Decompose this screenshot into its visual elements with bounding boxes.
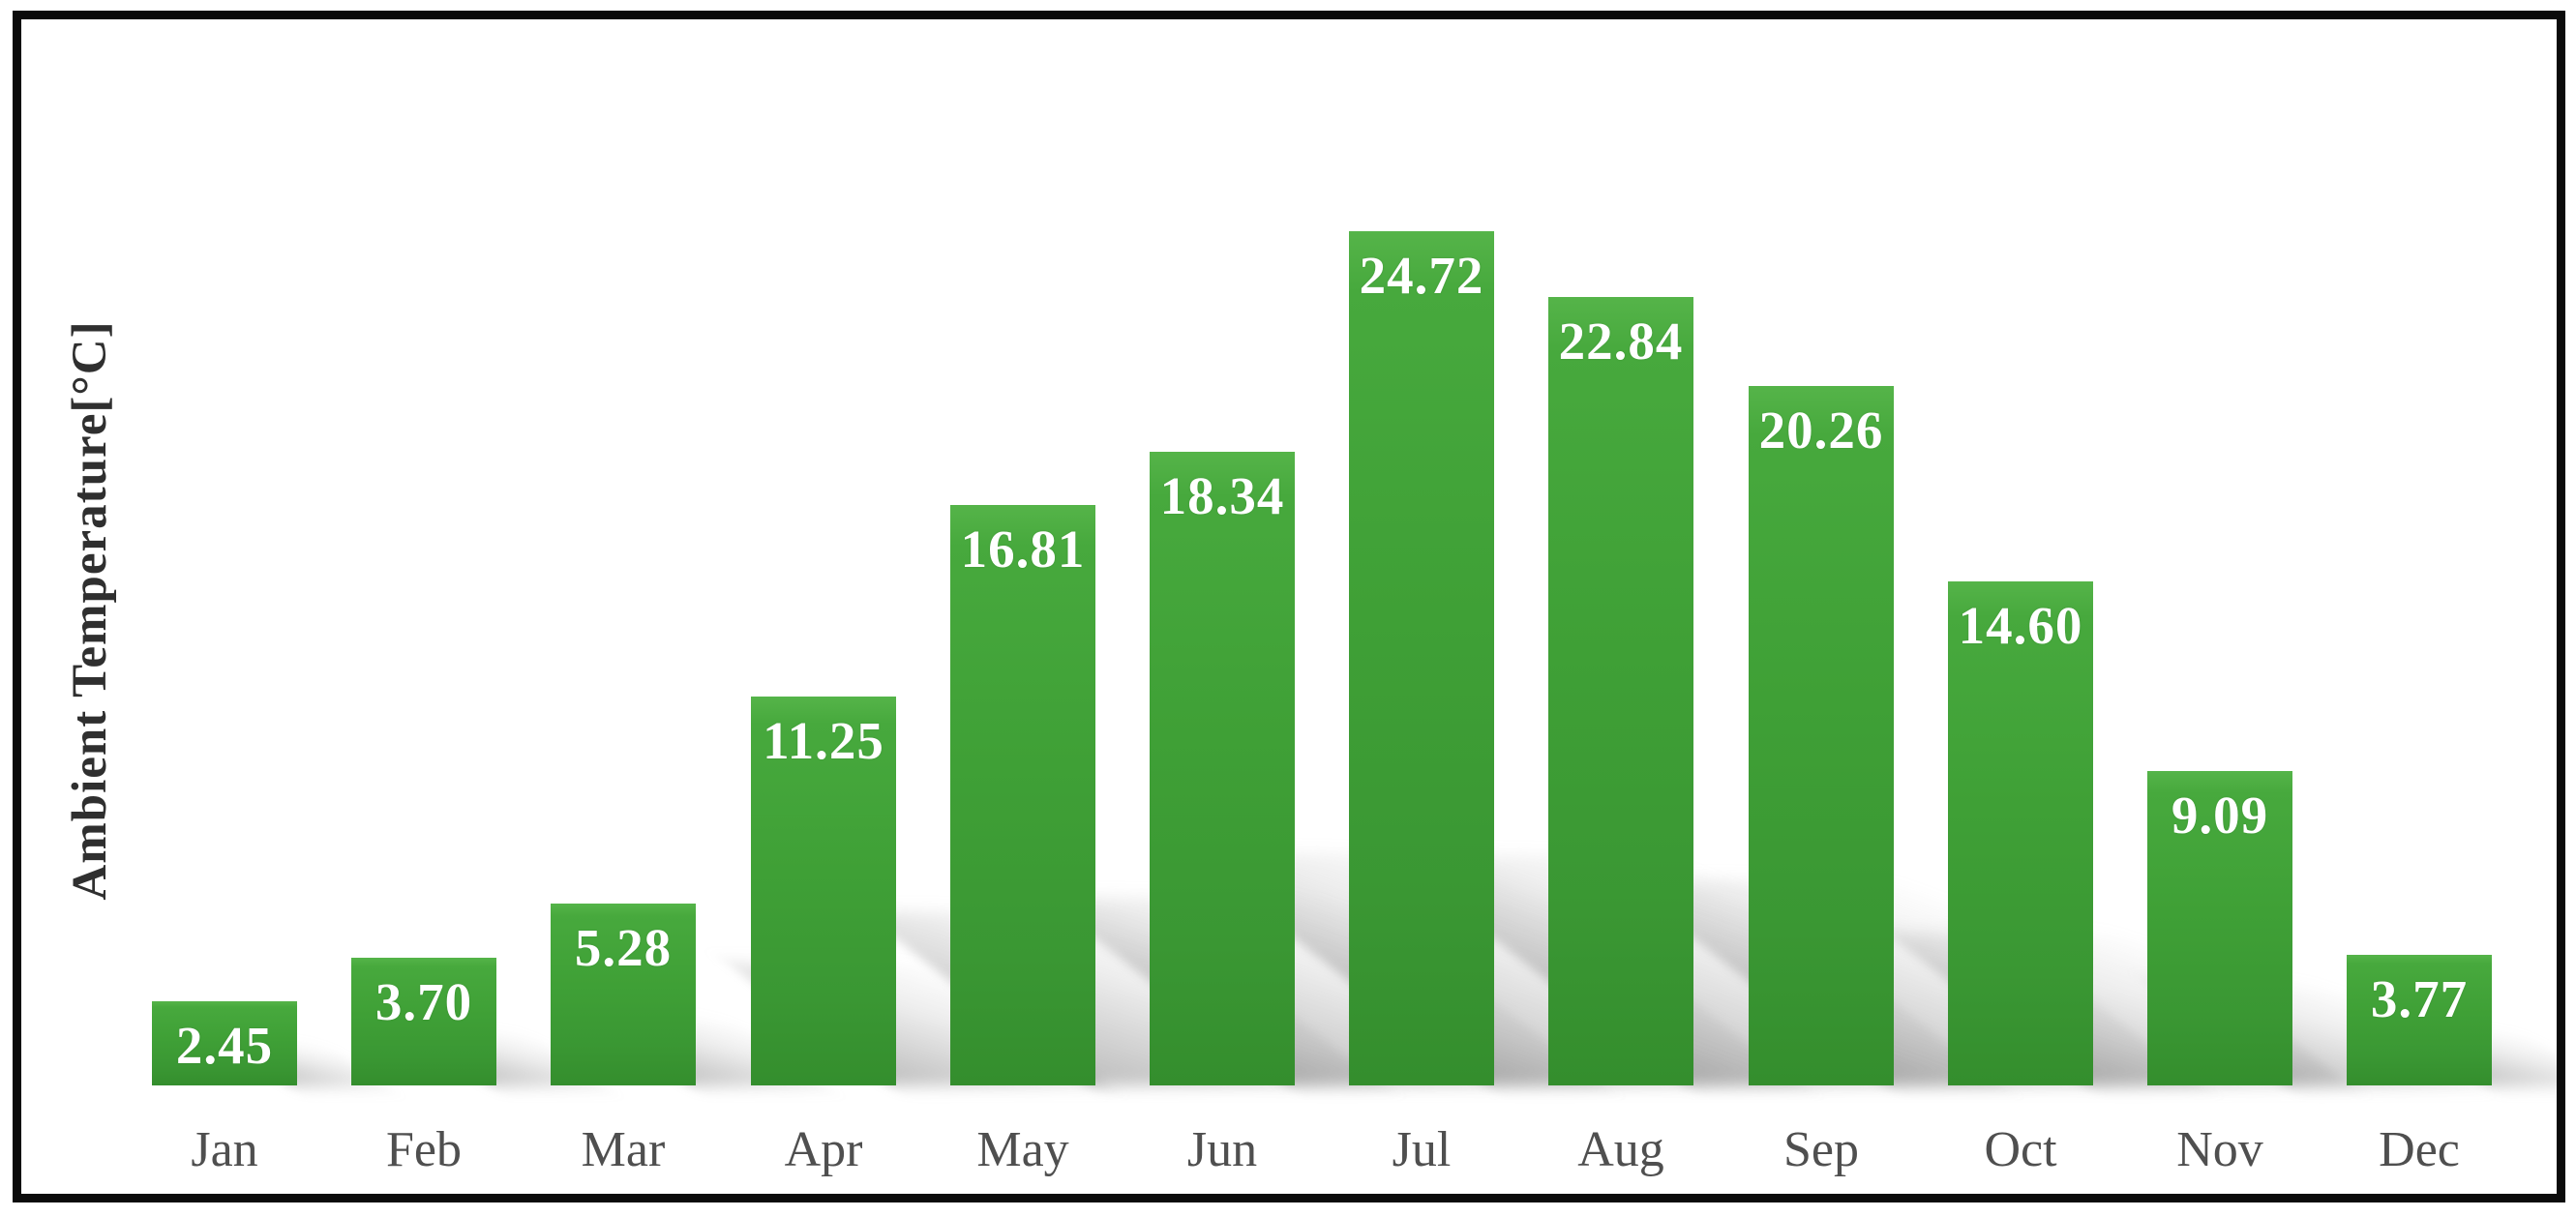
x-tick-label: Feb [386, 1122, 462, 1177]
bar-value-label: 5.28 [574, 918, 673, 977]
bar: 2.45 [152, 1001, 297, 1085]
bar: 9.09 [2147, 771, 2292, 1085]
x-tick-label: Sep [1783, 1122, 1859, 1177]
x-tick-label: Jun [1186, 1122, 1258, 1177]
bar: 3.77 [2347, 955, 2492, 1085]
bar-value-label: 2.45 [175, 1016, 274, 1075]
bar: 11.25 [751, 697, 896, 1085]
bar: 20.26 [1749, 386, 1894, 1085]
bar: 16.81 [950, 505, 1095, 1085]
bar: 22.84 [1548, 297, 1693, 1085]
bar-value-label: 9.09 [2171, 786, 2269, 845]
x-tick-label: Oct [1984, 1122, 2057, 1177]
bar-value-label: 3.70 [374, 972, 473, 1031]
bar: 24.72 [1349, 231, 1494, 1085]
bar: 18.34 [1150, 452, 1295, 1085]
x-tick-label: Nov [2176, 1122, 2263, 1177]
bar: 3.70 [351, 958, 496, 1085]
bar-value-label: 14.60 [1958, 596, 2083, 655]
bar-value-label: 24.72 [1359, 246, 1484, 305]
x-tick-label: Apr [784, 1122, 863, 1177]
bar-value-label: 16.81 [960, 519, 1086, 579]
bar: 14.60 [1948, 581, 2093, 1085]
bar-value-label: 11.25 [763, 711, 884, 770]
x-tick-label: May [976, 1122, 1069, 1177]
plot-area: Ambient Temperature[°C] 2.45 Jan 3.70 Feb 5.… [21, 19, 2557, 1194]
x-tick-label: Mar [581, 1122, 666, 1177]
x-tick-label: Jul [1392, 1122, 1452, 1177]
x-tick-label: Aug [1577, 1122, 1664, 1177]
y-axis-label: Ambient Temperature[°C] [63, 320, 117, 901]
x-tick-label: Jan [191, 1122, 258, 1177]
bar-value-label: 18.34 [1159, 466, 1285, 525]
x-tick-label: Dec [2379, 1122, 2460, 1177]
bar-value-label: 22.84 [1558, 312, 1684, 371]
bar-value-label: 3.77 [2370, 969, 2469, 1028]
bar: 5.28 [551, 904, 696, 1085]
bar-value-label: 20.26 [1758, 401, 1884, 460]
chart-frame: Ambient Temperature[°C] 2.45 Jan 3.70 Feb 5.… [13, 11, 2565, 1202]
